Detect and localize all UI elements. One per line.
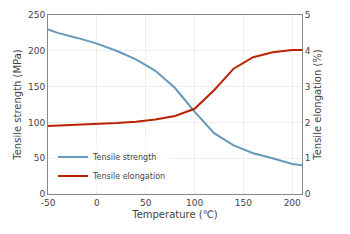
svg-text:Temperature (℃): Temperature (℃) — [131, 209, 218, 220]
svg-text:0: 0 — [39, 189, 45, 199]
svg-text:Tensile elongation (%): Tensile elongation (%) — [312, 49, 323, 161]
svg-text:Tensile elongation: Tensile elongation — [92, 172, 165, 181]
svg-text:100: 100 — [186, 198, 203, 208]
svg-text:50: 50 — [34, 153, 46, 163]
svg-text:5: 5 — [305, 10, 311, 20]
svg-text:150: 150 — [28, 82, 45, 92]
svg-text:200: 200 — [284, 198, 301, 208]
svg-text:4: 4 — [305, 46, 311, 56]
svg-text:0: 0 — [94, 198, 100, 208]
svg-text:150: 150 — [235, 198, 252, 208]
svg-text:3: 3 — [305, 82, 311, 92]
svg-text:-50: -50 — [41, 198, 56, 208]
svg-text:2: 2 — [305, 118, 311, 128]
svg-text:100: 100 — [28, 118, 45, 128]
svg-text:200: 200 — [28, 46, 45, 56]
svg-text:50: 50 — [140, 198, 152, 208]
svg-text:250: 250 — [28, 10, 45, 20]
svg-text:0: 0 — [305, 189, 311, 199]
svg-text:Tensile strength: Tensile strength — [92, 153, 156, 162]
svg-text:1: 1 — [305, 153, 311, 163]
svg-text:Tensile strength (MPa): Tensile strength (MPa) — [12, 49, 23, 161]
